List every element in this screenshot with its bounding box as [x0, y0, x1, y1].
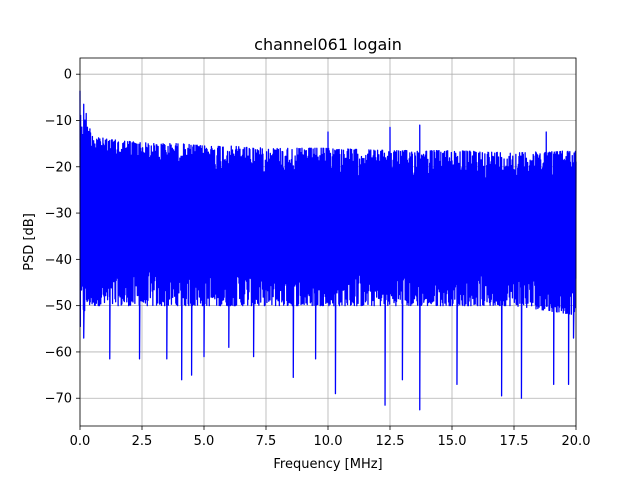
x-tick-label: 5.0	[194, 434, 215, 449]
y-axis: 0 −10 −20 −30 −40 −50 −60 −70	[45, 68, 80, 407]
psd-series	[79, 90, 577, 411]
x-tick-label: 10.0	[314, 434, 343, 449]
x-axis-label: Frequency [MHz]	[273, 457, 382, 472]
x-tick-label: 7.5	[256, 434, 277, 449]
x-tick-label: 0.0	[70, 434, 91, 449]
y-tick-label: −30	[45, 207, 72, 222]
x-tick-label: 17.5	[500, 434, 529, 449]
y-tick-label: −10	[45, 114, 72, 129]
psd-line	[79, 90, 577, 411]
y-axis-label: PSD [dB]	[22, 213, 37, 271]
x-tick-label: 12.5	[376, 434, 405, 449]
x-tick-label: 15.0	[438, 434, 467, 449]
chart-title: channel061 logain	[254, 35, 402, 54]
y-tick-label: −40	[45, 253, 72, 268]
y-tick-label: −70	[45, 392, 72, 407]
y-tick-label: −50	[45, 299, 72, 314]
x-tick-label: 2.5	[132, 434, 153, 449]
y-tick-label: 0	[64, 68, 72, 83]
y-tick-label: −60	[45, 345, 72, 360]
y-tick-label: −20	[45, 160, 72, 175]
x-tick-label: 20.0	[562, 434, 591, 449]
x-axis: 0.0 2.5 5.0 7.5 10.0 12.5 15.0 17.5 20.0	[70, 426, 591, 449]
